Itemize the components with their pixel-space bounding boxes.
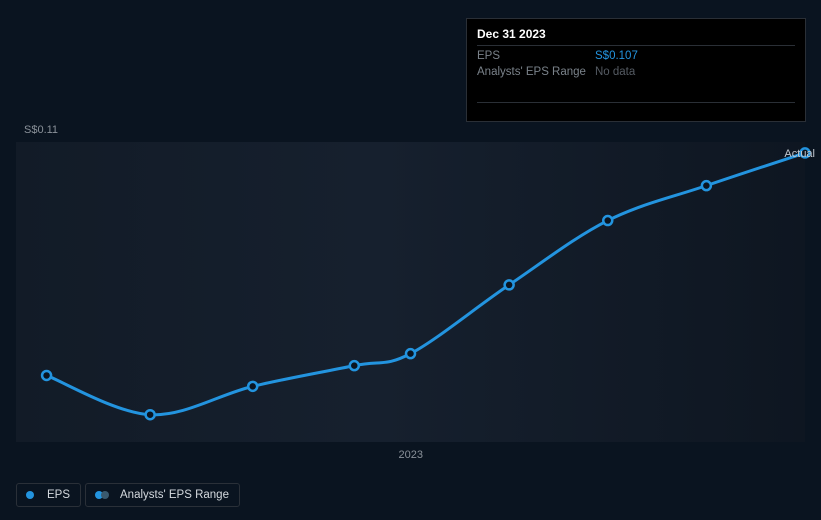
legend-label-eps: EPS	[47, 489, 70, 501]
legend-swatch-range	[94, 490, 112, 500]
tooltip-value-eps: S$0.107	[595, 50, 638, 62]
tooltip-date: Dec 31 2023	[477, 27, 795, 46]
chart-tooltip: Dec 31 2023 EPS S$0.107 Analysts' EPS Ra…	[466, 18, 806, 122]
plot-area[interactable]	[16, 142, 805, 442]
tooltip-label-eps: EPS	[477, 50, 595, 62]
eps-point[interactable]	[146, 410, 155, 419]
eps-line-chart	[16, 142, 805, 442]
legend-item-eps[interactable]: EPS	[16, 483, 81, 507]
tooltip-row-range: Analysts' EPS Range No data	[477, 62, 795, 78]
eps-point[interactable]	[702, 181, 711, 190]
tooltip-divider	[477, 102, 795, 103]
actual-label: Actual	[784, 148, 815, 160]
x-tick-2023: 2023	[399, 449, 423, 461]
legend-label-range: Analysts' EPS Range	[120, 489, 229, 501]
eps-point[interactable]	[603, 216, 612, 225]
y-tick-top: S$0.11	[24, 124, 58, 136]
eps-point[interactable]	[505, 280, 514, 289]
eps-point[interactable]	[350, 361, 359, 370]
tooltip-row-eps: EPS S$0.107	[477, 46, 795, 62]
eps-point[interactable]	[42, 371, 51, 380]
chart-legend: EPS Analysts' EPS Range	[16, 483, 240, 507]
eps-point[interactable]	[406, 349, 415, 358]
legend-swatch-eps	[25, 490, 39, 500]
tooltip-value-range: No data	[595, 66, 635, 78]
eps-point[interactable]	[248, 382, 257, 391]
legend-item-range[interactable]: Analysts' EPS Range	[85, 483, 240, 507]
eps-line	[47, 153, 805, 415]
tooltip-label-range: Analysts' EPS Range	[477, 66, 595, 78]
